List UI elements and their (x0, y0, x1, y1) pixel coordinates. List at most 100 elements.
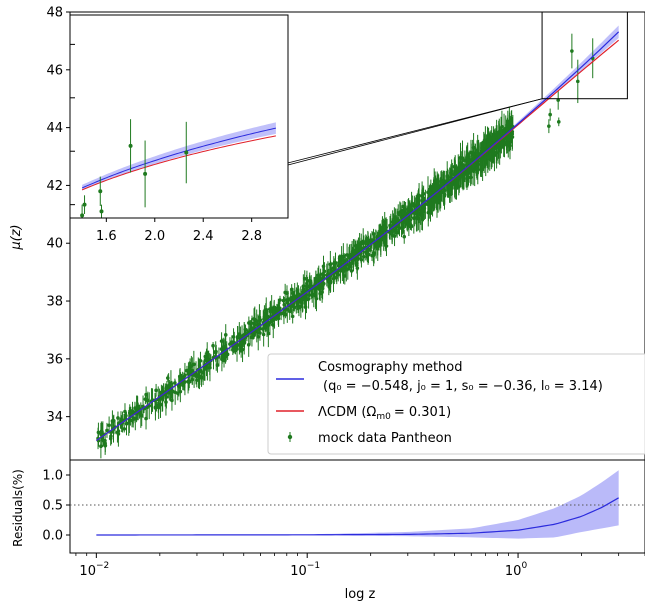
data-point (316, 276, 321, 280)
data-point (100, 430, 104, 434)
data-point (154, 388, 158, 393)
data-point (213, 349, 218, 354)
residuals-band (96, 470, 619, 539)
data-point (384, 244, 389, 248)
data-point (252, 317, 257, 321)
data-point (105, 428, 109, 433)
residuals-y-tick-label: 0.0 (42, 529, 63, 544)
inset-x-axis-ticks: 1.6 2.0 2.4 2.8 (96, 218, 262, 244)
residuals-mean-curve (96, 497, 619, 536)
data-point (505, 121, 510, 126)
data-point (556, 120, 561, 124)
data-point (509, 121, 514, 126)
inset-model-curves (81, 127, 276, 191)
inset-cosmography-curve (81, 127, 276, 189)
legend-lcdm-subscript: m0 (376, 412, 391, 422)
data-point (169, 391, 174, 395)
inset-data-point (99, 209, 104, 214)
data-point (274, 315, 279, 320)
zoom-region-box (541, 11, 628, 100)
data-point (292, 296, 296, 300)
data-point (107, 423, 111, 428)
data-point (255, 328, 260, 333)
residuals-y-tick-label: 0.5 (42, 499, 63, 514)
data-point (497, 134, 502, 139)
data-point (230, 340, 234, 344)
data-point (203, 365, 207, 370)
data-point (205, 350, 209, 355)
data-point (220, 357, 224, 362)
inset-x-tick-label: 2.0 (144, 229, 165, 244)
data-point (547, 124, 551, 128)
data-point (129, 409, 133, 413)
data-point (268, 320, 272, 325)
data-point (459, 174, 463, 179)
data-point (463, 158, 467, 163)
data-point (123, 415, 128, 420)
inset-lcdm-curve (81, 135, 276, 191)
data-point (279, 311, 283, 316)
data-point (321, 283, 325, 287)
inset-data-point (80, 213, 85, 218)
data-point (337, 256, 342, 261)
model-curves (95, 31, 620, 441)
data-point (414, 216, 419, 220)
data-point (435, 178, 439, 183)
data-point (187, 370, 191, 374)
data-point (135, 406, 140, 410)
data-point (285, 307, 290, 312)
residuals-y-tick-label: 1.0 (42, 469, 63, 484)
cosmography-curve (95, 31, 620, 441)
data-point (112, 418, 116, 423)
data-point (253, 322, 257, 327)
data-point (475, 167, 480, 172)
data-point (190, 377, 195, 382)
data-point (302, 276, 307, 281)
main-y-axis-ticks: 34 36 38 40 42 44 46 48 (46, 6, 70, 425)
data-point (240, 347, 245, 352)
data-point (203, 354, 208, 359)
legend-swatch-mock-data (287, 432, 293, 442)
data-point (361, 254, 366, 259)
y-tick-label: 38 (46, 295, 63, 310)
data-point (502, 141, 507, 145)
data-point (314, 296, 319, 301)
data-point (409, 223, 413, 228)
y-tick-label: 42 (46, 179, 63, 194)
data-point (289, 287, 294, 292)
residuals-y-axis-ticks: 0.0 0.5 1.0 (42, 469, 70, 544)
data-point (146, 398, 150, 403)
data-point (289, 303, 294, 308)
data-point (290, 314, 295, 319)
data-point (322, 269, 327, 274)
data-point (324, 273, 329, 277)
data-point (345, 253, 349, 257)
legend-lcdm-label: ΛCDM (Ωm0 = 0.301) (318, 405, 451, 422)
data-point (109, 434, 113, 439)
data-point (278, 298, 282, 302)
data-point (422, 203, 427, 207)
inset-data-point (184, 150, 189, 155)
residuals-x-axis-ticks: 10−2 10−1 100 (75, 553, 645, 579)
data-point (391, 220, 396, 225)
data-point (409, 203, 414, 208)
data-point (431, 205, 435, 209)
data-point (116, 432, 121, 436)
data-point (297, 305, 301, 310)
data-point (461, 164, 465, 169)
legend-box (267, 353, 645, 455)
data-point (173, 381, 177, 385)
data-point (201, 370, 206, 374)
data-point (391, 228, 396, 233)
data-point (154, 403, 159, 408)
residuals-lines (70, 497, 645, 536)
data-point (116, 416, 120, 420)
data-point (262, 317, 266, 322)
data-point (243, 327, 247, 332)
data-point (215, 363, 220, 367)
x-axis-label: log z (345, 587, 376, 602)
inset-data-point (128, 143, 133, 148)
data-point (306, 297, 311, 301)
data-point (223, 333, 228, 337)
